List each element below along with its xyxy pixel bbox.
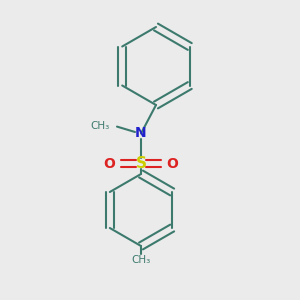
Text: S: S: [136, 156, 146, 171]
Text: O: O: [103, 157, 116, 170]
Text: CH₃: CH₃: [90, 121, 110, 131]
Text: O: O: [167, 157, 178, 170]
Text: N: N: [135, 127, 147, 140]
Text: CH₃: CH₃: [131, 255, 151, 265]
